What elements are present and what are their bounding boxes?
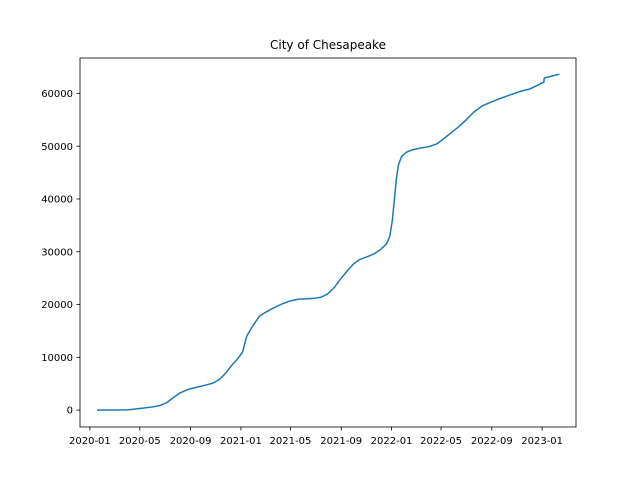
y-axis: 0 10000 20000 30000 40000 50000 60000 — [41, 89, 80, 417]
y-tick-label: 0 — [67, 406, 73, 417]
y-tick-label: 60000 — [41, 89, 73, 100]
x-tick-label: 2020-05 — [119, 436, 161, 447]
y-tick-label: 30000 — [41, 247, 73, 258]
x-tick-label: 2020-01 — [69, 436, 111, 447]
x-tick-label: 2022-09 — [471, 436, 513, 447]
series-line-group — [96, 73, 560, 411]
y-tick-label: 40000 — [41, 195, 73, 206]
x-tick-label: 2023-01 — [521, 436, 563, 447]
x-axis: 2020-01 2020-05 2020-09 2021-01 2021-05 2021-… — [69, 427, 563, 447]
x-tick-label: 2020-09 — [170, 436, 212, 447]
x-tick-label: 2021-01 — [220, 436, 262, 447]
chart-title: City of Chesapeake — [270, 38, 386, 52]
y-tick-label: 20000 — [41, 300, 73, 311]
x-tick-label: 2022-05 — [420, 436, 462, 447]
x-tick-label: 2022-01 — [371, 436, 413, 447]
plot-area-frame — [79, 57, 577, 428]
x-tick-label: 2021-05 — [270, 436, 312, 447]
y-tick-label: 50000 — [41, 142, 73, 153]
y-tick-label: 10000 — [41, 353, 73, 364]
series-line-0 — [96, 73, 560, 411]
x-tick-label: 2021-09 — [320, 436, 362, 447]
